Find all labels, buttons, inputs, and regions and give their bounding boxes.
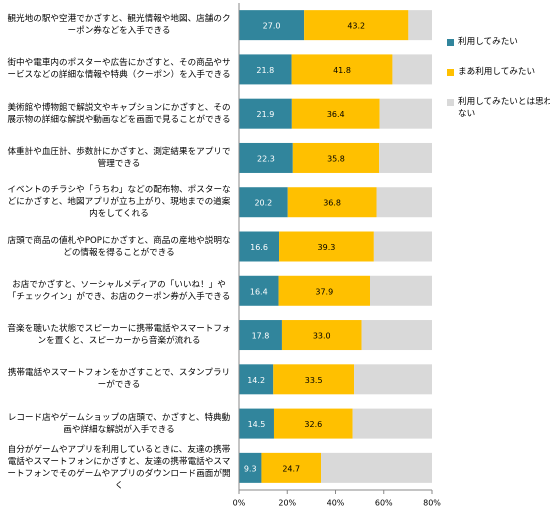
x-tick-label: 20% <box>278 499 296 508</box>
bar-segment <box>369 275 432 306</box>
value-label: 37.9 <box>315 287 333 296</box>
category-label: 美術館や博物館で解説文やキャプションにかざすと、その展示物の詳細な解説や動画など… <box>7 102 231 125</box>
legend-label: 利用してみたいとは思わない <box>458 97 550 119</box>
legend-swatch <box>447 69 454 76</box>
bar-segment <box>239 142 293 173</box>
value-label: 16.4 <box>250 287 268 296</box>
bar-segment <box>239 187 288 218</box>
value-label: 43.2 <box>347 22 365 31</box>
x-tick-label: 0% <box>233 499 246 508</box>
bar-segment <box>352 408 432 439</box>
bar-segment <box>239 54 292 85</box>
value-label: 27.0 <box>263 22 281 31</box>
bar-segment <box>321 452 432 483</box>
x-tick-label: 40% <box>327 499 345 508</box>
legend-swatch <box>447 99 454 106</box>
value-label: 32.6 <box>304 420 322 429</box>
bar-segment <box>239 10 305 41</box>
value-label: 21.9 <box>257 110 275 119</box>
bar-segment <box>279 231 374 262</box>
bar-segment <box>361 320 432 351</box>
category-label: 携帯電話やスマートフォンをかざすことで、スタンプラリーができる <box>7 368 231 391</box>
value-label: 20.2 <box>254 199 272 208</box>
bar-segment <box>239 98 292 129</box>
value-label: 36.4 <box>327 110 345 119</box>
legend-label: まあ利用してみたい <box>458 67 536 77</box>
bar-segment <box>376 187 432 218</box>
bar-segment <box>291 98 380 129</box>
value-label: 33.0 <box>313 332 331 341</box>
value-label: 17.8 <box>252 332 270 341</box>
value-label: 22.3 <box>257 154 275 163</box>
x-tick-label: 80% <box>423 499 441 508</box>
bar-segment <box>379 142 432 173</box>
bar-segment <box>373 231 432 262</box>
bar-segment <box>239 364 274 395</box>
bar-segment <box>291 54 393 85</box>
bar-segment <box>287 187 377 218</box>
bars <box>239 10 432 483</box>
category-label: 店頭で商品の値札やPOPにかざすと、商品の産地や説明などの情報を得ることができる <box>7 235 231 258</box>
value-label: 41.8 <box>333 66 351 75</box>
value-label: 16.6 <box>250 243 268 252</box>
legend-swatch <box>447 39 454 46</box>
bar-segment <box>239 408 274 439</box>
value-label: 36.8 <box>323 199 341 208</box>
category-label: 音楽を聴いた状態でスピーカーに携帯電話やスマートフォンを置くと、スピーカーから音… <box>7 324 231 347</box>
bar-segment <box>354 364 432 395</box>
value-label: 33.5 <box>305 376 323 385</box>
bar-segment <box>239 452 262 483</box>
bar-segment <box>392 54 432 85</box>
value-label: 24.7 <box>282 464 300 473</box>
category-label: 体重計や血圧計、歩数計にかざすと、測定結果をアプリで管理できる <box>7 146 231 169</box>
category-label: 街中や電車内のポスターや広告にかざすと、その商品やサービスなどの詳細な情報や特典… <box>7 58 231 81</box>
category-label: イベントのチラシや「うちわ」などの配布物、ポスターなどにかざすと、地図アプリが立… <box>7 185 231 220</box>
value-label: 39.3 <box>318 243 336 252</box>
value-label: 35.8 <box>327 154 345 163</box>
value-label: 21.8 <box>256 66 274 75</box>
value-label: 14.5 <box>248 420 266 429</box>
value-label: 9.3 <box>244 464 257 473</box>
bar-segment <box>273 408 353 439</box>
bar-segment <box>408 10 432 41</box>
value-label: 14.2 <box>247 376 265 385</box>
bar-segment <box>304 10 409 41</box>
bar-segment <box>281 320 362 351</box>
bar-segment <box>278 275 370 306</box>
bar-segment <box>239 320 282 351</box>
legend-label: 利用してみたい <box>458 37 518 47</box>
x-tick-label: 60% <box>375 499 393 508</box>
bar-segment <box>292 142 380 173</box>
category-label: お店でかざすと、ソーシャルメディアの「いいね！」や「チェックイン」ができ、お店の… <box>7 279 231 302</box>
bar-segment <box>239 275 279 306</box>
bar-segment <box>261 452 322 483</box>
bar-segment <box>379 98 432 129</box>
bar-segment <box>273 364 355 395</box>
bar-segment <box>239 231 280 262</box>
category-label: 自分がゲームやアプリを利用しているときに、友達の携帯電話やスマートフォンにかざす… <box>7 444 231 491</box>
category-label: 観光地の駅や空港でかざすと、観光情報や地図、店舗のクーポン券などを入手できる <box>7 14 231 37</box>
category-label: レコード店やゲームショップの店頭で、かざすと、特典動画や詳細な解説が入手できる <box>7 412 231 435</box>
